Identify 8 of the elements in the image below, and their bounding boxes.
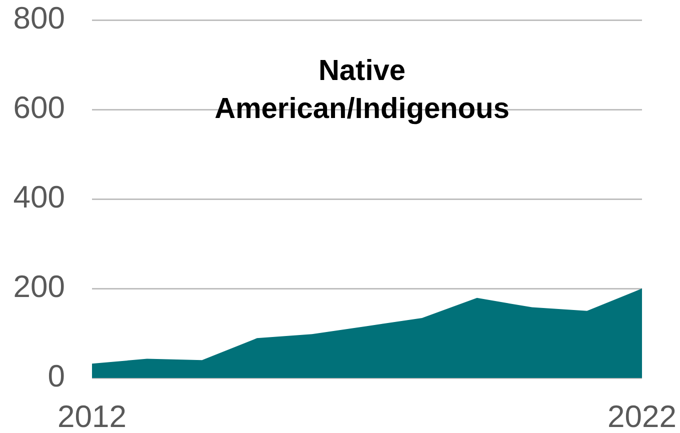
x-tick-label: 2012 <box>58 399 126 433</box>
text: Native American/Indigenous <box>214 55 510 125</box>
y-tick-label: 800 <box>13 0 65 36</box>
y-tick-label: 200 <box>13 269 65 304</box>
x-tick-label: 2022 <box>608 399 676 433</box>
y-tick-label: 400 <box>13 180 65 215</box>
y-tick-label: 600 <box>13 90 65 126</box>
y-tick-label: 0 <box>48 358 65 394</box>
